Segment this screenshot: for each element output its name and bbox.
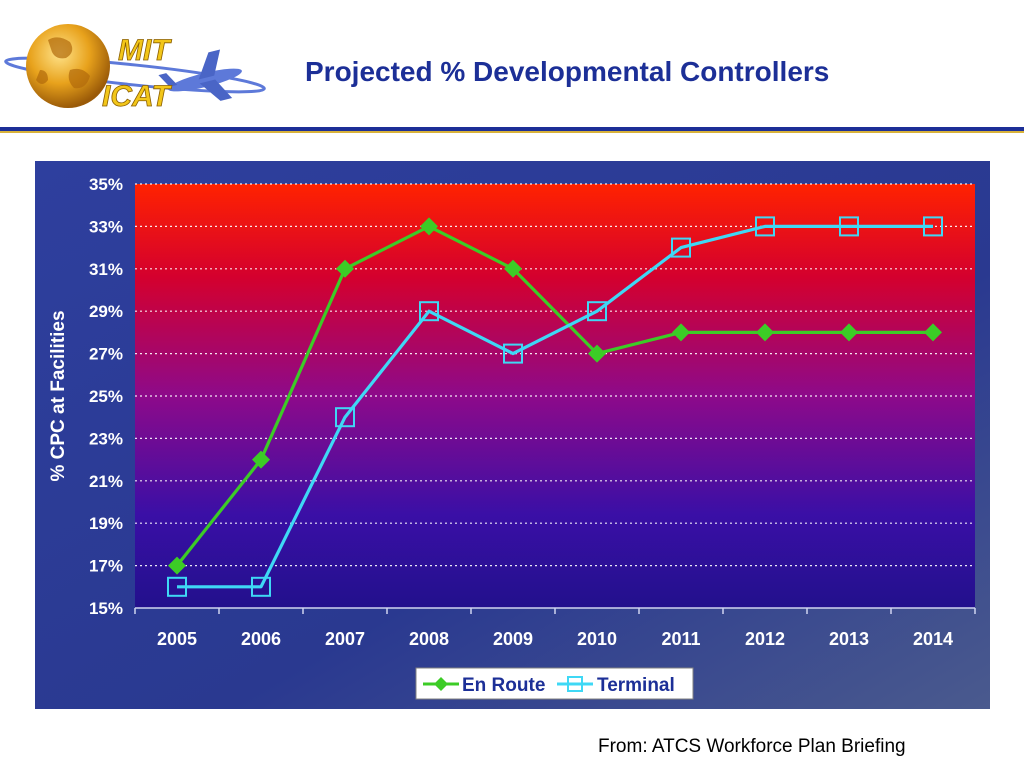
data-point-en-route: [756, 323, 774, 342]
title-divider: [0, 127, 1024, 133]
data-point-terminal: [419, 301, 439, 322]
logo-text-mit: MIT: [118, 34, 172, 67]
x-tick-label: 2010: [577, 629, 617, 649]
logo-text-icat: ICAT: [102, 80, 172, 113]
data-point-en-route: [588, 344, 606, 363]
x-tick-label: 2006: [241, 629, 281, 649]
data-point-en-route: [672, 323, 690, 342]
y-tick-labels: 15% 17% 19% 21% 23% 25% 27% 29% 31% 33% 35%: [89, 175, 123, 618]
data-point-terminal: [335, 407, 355, 428]
y-tick-label: 31%: [89, 260, 123, 279]
legend-label-en-route: En Route: [462, 675, 545, 696]
globe-icon: [26, 24, 110, 108]
mit-icat-logo: MIT ICAT: [4, 24, 266, 113]
y-tick-label: 15%: [89, 599, 123, 618]
legend-label-terminal: Terminal: [597, 675, 675, 696]
data-point-terminal: [167, 576, 187, 597]
data-point-en-route: [924, 323, 942, 342]
x-tick-labels: 2005 2006 2007 2008 2009 2010 2011 2012 2013 2014: [157, 629, 953, 649]
x-tick-label: 2005: [157, 629, 197, 649]
y-tick-label: 29%: [89, 302, 123, 321]
data-point-en-route: [840, 323, 858, 342]
y-tick-label: 17%: [89, 557, 123, 576]
y-tick-label: 23%: [89, 429, 123, 448]
x-tick-label: 2011: [661, 629, 700, 649]
legend-box: [415, 667, 694, 700]
data-point-en-route: [252, 450, 270, 469]
data-point-terminal: [923, 216, 943, 237]
data-point-terminal: [503, 343, 523, 364]
y-axis-label: % CPC at Facilities: [48, 310, 69, 481]
data-point-terminal: [251, 576, 271, 597]
data-point-en-route: [420, 217, 438, 236]
line-chart: 15%17%19%21%23%25%27%29%31%33%35% 2005 20…: [35, 161, 990, 709]
x-tick-label: 2014: [913, 629, 953, 649]
source-note: From: ATCS Workforce Plan Briefing: [598, 736, 906, 757]
gridlines: [135, 183, 975, 567]
x-tick-label: 2013: [829, 629, 869, 649]
series-line-terminal: [177, 224, 933, 589]
continents-icon: [36, 37, 90, 89]
legend: En Route Terminal: [415, 667, 694, 700]
x-tick-label: 2007: [325, 629, 365, 649]
data-point-en-route: [336, 259, 354, 278]
y-tick-label: 21%: [89, 472, 123, 491]
slide-title: Projected % Developmental Controllers: [305, 56, 830, 87]
y-tick-label: 27%: [89, 345, 123, 364]
y-tick-label: 35%: [89, 175, 123, 194]
airplane-icon: [158, 49, 242, 101]
series-layer: [167, 216, 943, 597]
x-tick-label: 2009: [493, 629, 533, 649]
legend-marker-terminal: [567, 676, 583, 692]
x-tick-label: 2012: [745, 629, 785, 649]
y-tick-label: 33%: [89, 217, 123, 236]
y-tick-label: 19%: [89, 514, 123, 533]
axes: [134, 607, 976, 614]
data-point-en-route: [504, 259, 522, 278]
data-point-en-route: [168, 556, 186, 575]
data-point-terminal: [839, 216, 859, 237]
series-line-en-route: [175, 224, 933, 567]
data-point-terminal: [587, 301, 607, 322]
x-tick-label: 2008: [409, 629, 449, 649]
data-point-terminal: [671, 237, 691, 258]
data-point-terminal: [755, 216, 775, 237]
y-tick-label: 25%: [89, 387, 123, 406]
orbit-ring: [4, 56, 266, 94]
legend-marker-en-route: [434, 677, 448, 691]
